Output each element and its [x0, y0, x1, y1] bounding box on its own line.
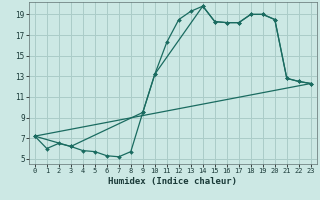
X-axis label: Humidex (Indice chaleur): Humidex (Indice chaleur) [108, 177, 237, 186]
